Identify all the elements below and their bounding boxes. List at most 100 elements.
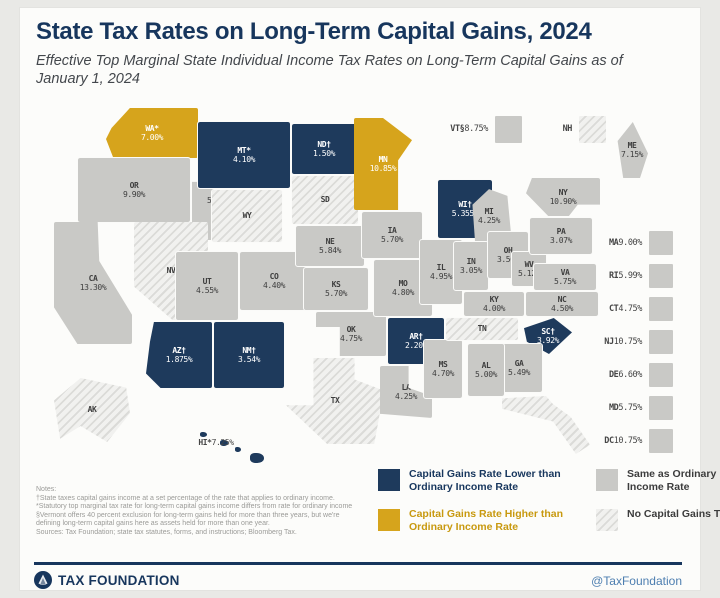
- state-abbr-label: DC: [604, 435, 614, 446]
- state-abbr-label: FL: [541, 420, 551, 430]
- state-abbr-label: UT: [202, 276, 212, 286]
- state-abbr-label: VT§: [450, 124, 465, 134]
- hawaii-island-icon: [235, 447, 241, 452]
- state-rate-label: 5.84%: [318, 246, 342, 255]
- hawaii-island-icon: [250, 453, 264, 463]
- us-choropleth-map: WA*7.00%OR9.90%CA13.30%ID5.80%NVUT4.55%A…: [28, 100, 688, 475]
- state-rate-label: 4.95%: [429, 272, 453, 281]
- state-rate-label: 5.12%: [517, 269, 541, 278]
- state-abbr-label: CO: [269, 271, 279, 281]
- state-abbr-label: MD: [608, 402, 619, 413]
- note-line-0: Notes:: [36, 486, 57, 493]
- state-rate-label: 7.15%: [620, 150, 644, 159]
- twitter-handle[interactable]: @TaxFoundation: [591, 574, 682, 588]
- state-abbr-label: NE: [325, 236, 335, 246]
- state-abbr-label: MT*: [237, 145, 251, 155]
- state-label-de: DE6.60%: [596, 370, 642, 381]
- state-rate-label: 1.875%: [165, 355, 193, 364]
- state-abbr-label: OR: [129, 180, 139, 190]
- note-line-5: Sources: Tax Foundation; state tax statu…: [36, 528, 297, 536]
- state-rate-label: 3.92%: [536, 336, 560, 345]
- state-ne: NE 5.84%: [295, 225, 365, 267]
- state-rate-label: 7.25%: [211, 438, 234, 447]
- state-abbr-label: ME: [627, 140, 637, 150]
- state-rate-label: 10.90%: [549, 197, 577, 206]
- state-rate-label: 9.00%: [618, 237, 642, 248]
- state-va: VA 5.75%: [533, 263, 597, 291]
- state-rate-label: 5.49%: [507, 368, 531, 377]
- state-abbr-label: WY: [242, 211, 252, 221]
- state-ok: OK 4.75%: [316, 312, 386, 356]
- legend-item-same: Same as Ordinary Income Rate: [596, 468, 719, 494]
- state-rate-label: 4.55%: [195, 286, 219, 295]
- state-al: AL 5.00%: [467, 343, 505, 397]
- state-az: AZ† 1.875%: [146, 322, 212, 388]
- state-ny: NY 10.90%: [526, 178, 600, 216]
- note-line-2: *Statutory top marginal tax rate for lon…: [36, 503, 353, 511]
- infographic-card: State Tax Rates on Long-Term Capital Gai…: [20, 8, 720, 590]
- state-hi: HI*7.25%: [196, 438, 236, 448]
- east-list-row-md: MD5.75%: [596, 396, 673, 420]
- state-in: IN 3.05%: [453, 241, 489, 291]
- page-subtitle: Effective Top Marginal State Individual …: [36, 53, 623, 87]
- note-line-3: §Vermont offers 40 percent exclusion for…: [36, 511, 340, 519]
- state-abbr-label: MN: [378, 154, 388, 164]
- page-title: State Tax Rates on Long-Term Capital Gai…: [36, 18, 592, 45]
- legend-swatch-same: [596, 469, 618, 491]
- state-abbr-label: RI: [608, 270, 619, 281]
- note-line-1: †State taxes capital gains income at a s…: [36, 494, 335, 502]
- legend-swatch-higher: [378, 509, 400, 531]
- state-rate-label: 13.30%: [79, 283, 107, 292]
- state-abbr-label: NY: [558, 187, 568, 197]
- state-abbr-label: WI†: [458, 199, 472, 209]
- state-rate-label: 10.75%: [613, 435, 643, 446]
- state-rate-label: 10.85%: [369, 164, 397, 173]
- state-rate-label: 4.75%: [618, 303, 642, 314]
- state-swatch-dc: [649, 429, 673, 453]
- legend-label-same: Same as Ordinary Income Rate: [627, 468, 717, 493]
- state-abbr-label: KY: [489, 294, 499, 304]
- state-swatch-vt: [495, 116, 522, 143]
- state-abbr-label: MA: [608, 237, 619, 248]
- state-ca: CA 13.30%: [54, 222, 132, 344]
- legend-item-lower: Capital Gains Rate Lower than Ordinary I…: [378, 468, 587, 494]
- state-rate-label: 5.75%: [553, 277, 577, 286]
- state-nd: ND† 1.50%: [291, 123, 357, 175]
- state-swatch-nj: [649, 330, 673, 354]
- state-rate-label: 4.70%: [431, 369, 455, 378]
- state-rate-label: 4.50%: [550, 304, 574, 313]
- state-rate-label: 2.20%: [404, 341, 428, 350]
- state-label-ri: RI5.99%: [596, 271, 642, 282]
- hawaii-island-icon: [200, 432, 207, 437]
- state-abbr-label: SD: [320, 195, 330, 205]
- state-nc: NC 4.50%: [525, 291, 599, 317]
- state-abbr-label: MI: [484, 206, 494, 216]
- state-abbr-label: CT: [608, 303, 619, 314]
- state-rate-label: 5.75%: [618, 402, 642, 413]
- state-abbr-label: MS: [438, 359, 448, 369]
- state-abbr-label: WV: [524, 259, 534, 269]
- state-rate-label: 3.54%: [237, 355, 261, 364]
- callout-nh: NH: [528, 116, 606, 143]
- state-abbr-label: NV: [166, 266, 176, 276]
- state-abbr-label: IA: [387, 225, 397, 235]
- state-abbr-label: NM†: [242, 345, 256, 355]
- state-abbr-label: PA: [556, 226, 566, 236]
- state-label-ma: MA9.00%: [596, 238, 642, 249]
- brand-row: TAX FOUNDATION: [34, 571, 180, 589]
- state-abbr-label: TX: [330, 396, 340, 406]
- state-abbr-label: NJ: [604, 336, 614, 347]
- state-pa: PA 3.07%: [529, 217, 593, 255]
- state-me: ME 7.15%: [617, 122, 648, 178]
- legend-label-higher: Capital Gains Rate Higher than Ordinary …: [409, 508, 564, 533]
- state-abbr-label: TN: [477, 324, 487, 334]
- state-label-md: MD5.75%: [596, 403, 642, 414]
- state-rate-label: 6.60%: [618, 369, 642, 380]
- legend-item-higher: Capital Gains Rate Higher than Ordinary …: [378, 508, 587, 534]
- state-abbr-label: NH: [562, 124, 573, 134]
- state-abbr-label: AL: [481, 360, 491, 370]
- state-label-vt: VT§8.75%: [436, 124, 488, 135]
- state-rate-label: 5.355%: [451, 209, 479, 218]
- state-tn: TN: [445, 317, 519, 341]
- state-abbr-label: AZ†: [172, 345, 186, 355]
